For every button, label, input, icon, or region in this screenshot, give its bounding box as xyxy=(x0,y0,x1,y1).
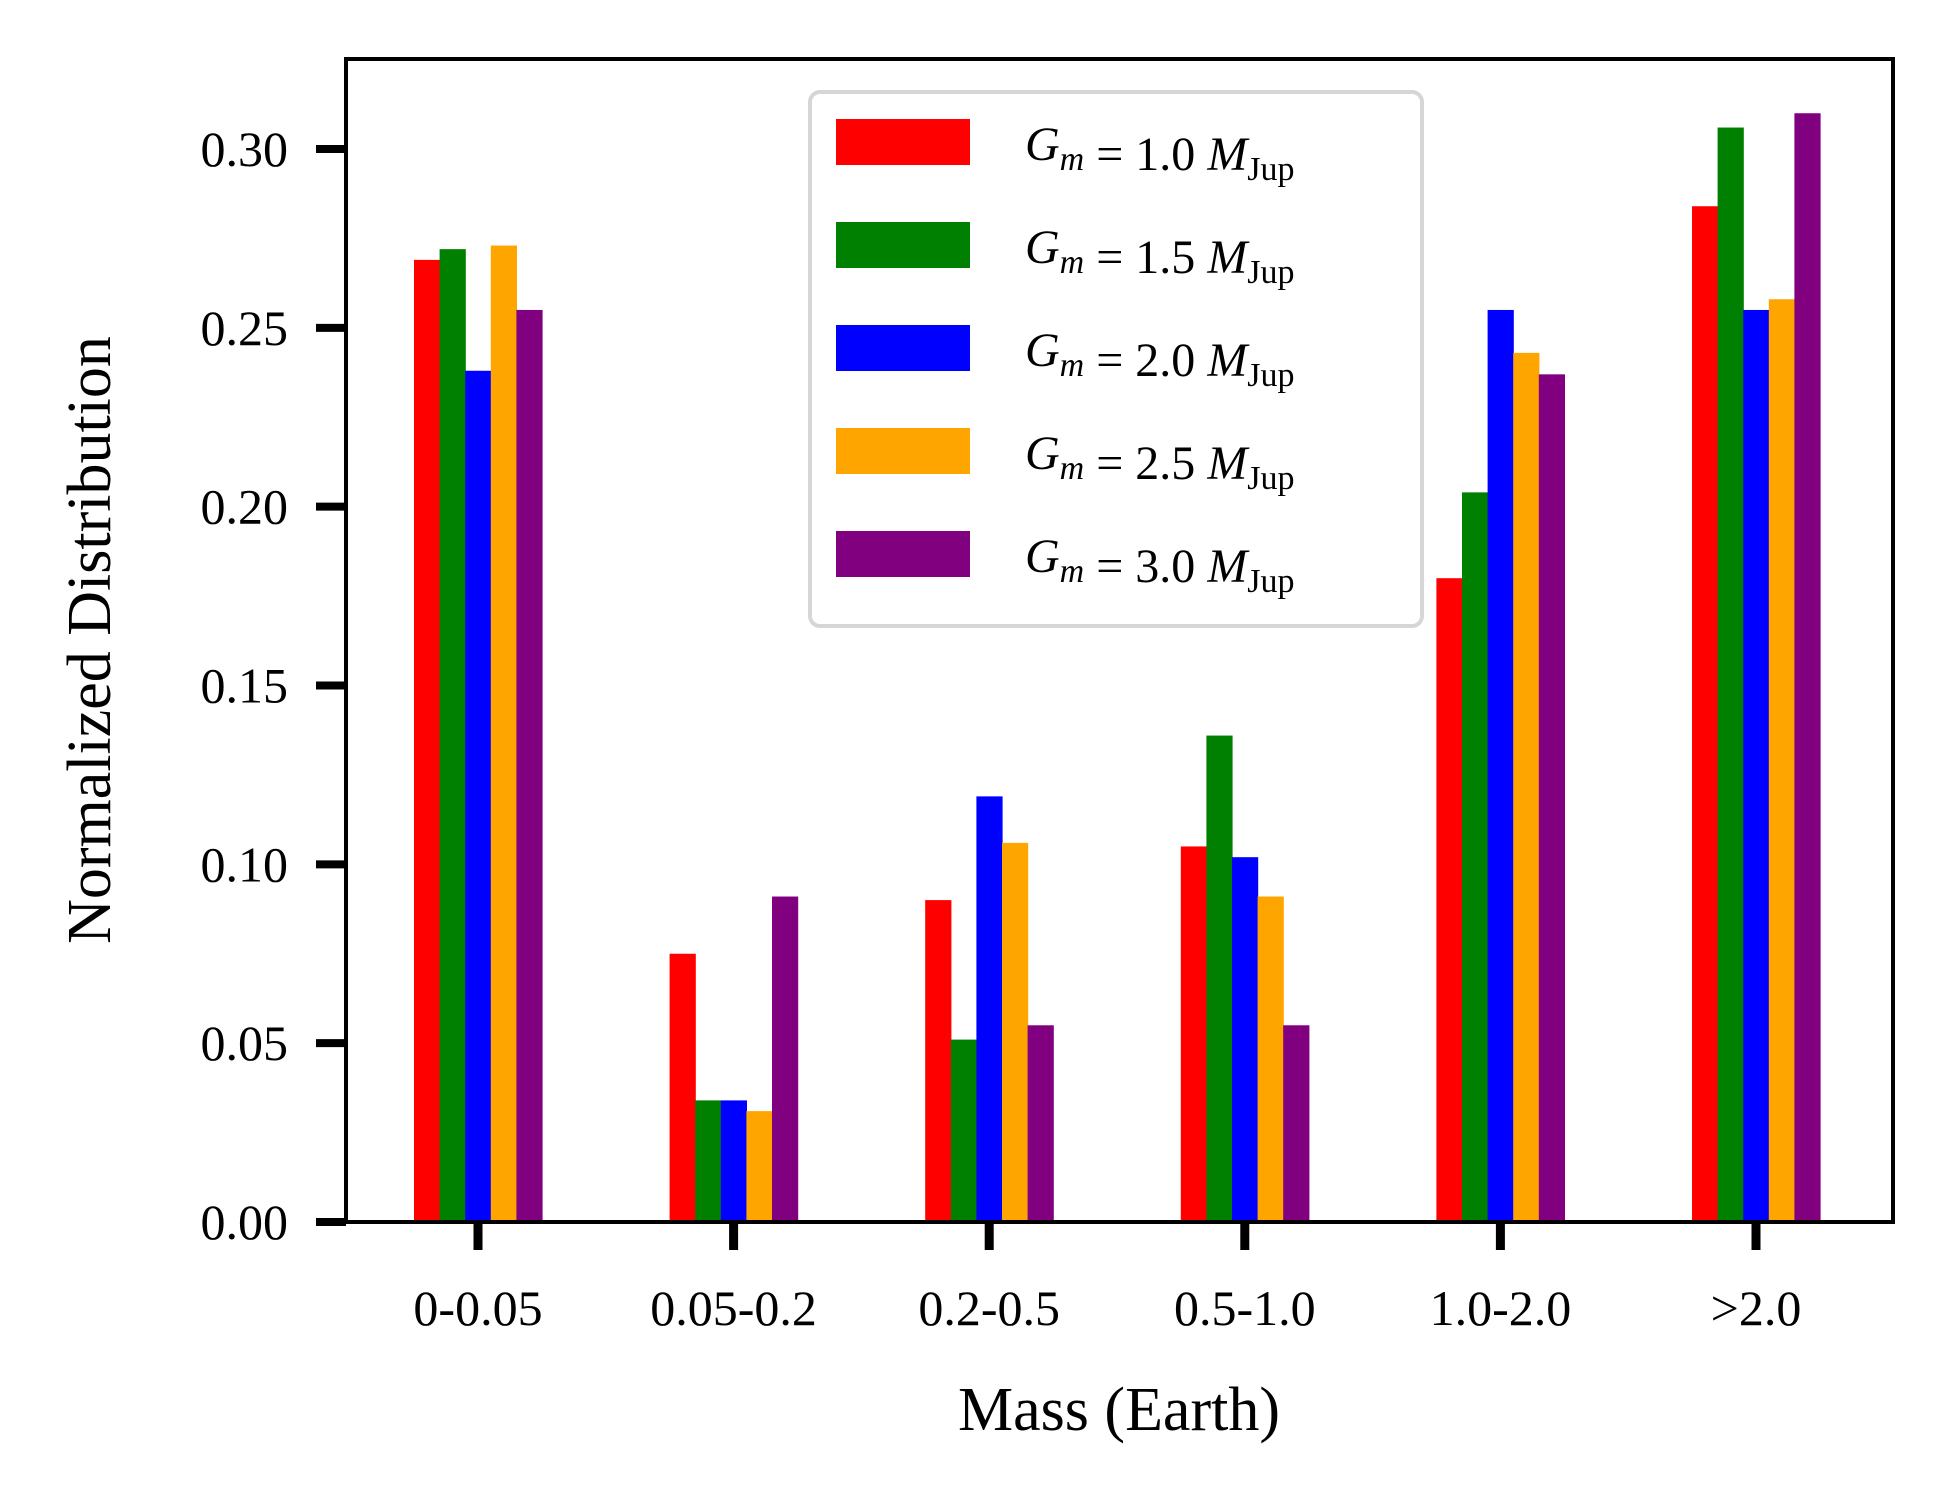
x-tick-label: 0.2-0.5 xyxy=(918,1280,1060,1336)
x-tick-label: >2.0 xyxy=(1711,1280,1802,1336)
y-tick-label: 0.25 xyxy=(201,300,289,356)
x-axis-label: Mass (Earth) xyxy=(958,1376,1280,1444)
x-tick-label: 0.5-1.0 xyxy=(1174,1280,1316,1336)
bar->2.0-series-2 xyxy=(1717,127,1744,1222)
bar-0.05-0.2-series-4 xyxy=(746,1111,773,1222)
y-tick-label: 0.00 xyxy=(201,1194,289,1250)
y-tick-label: 0.10 xyxy=(201,836,289,892)
bar-0.5-1.0-series-5 xyxy=(1283,1025,1310,1222)
y-tick-label: 0.30 xyxy=(201,121,289,177)
bar-0.2-0.5-series-1 xyxy=(925,900,952,1222)
bar-0.05-0.2-series-2 xyxy=(695,1100,722,1222)
bar-0-0.05-series-4 xyxy=(490,245,517,1222)
y-tick-label: 0.15 xyxy=(201,658,289,714)
bar->2.0-series-4 xyxy=(1768,299,1795,1223)
legend-label-2: Gm = 1.5 MJup xyxy=(1025,221,1295,291)
bar->2.0-series-3 xyxy=(1743,309,1770,1222)
bars-group xyxy=(414,113,1821,1223)
y-tick-label: 0.20 xyxy=(201,479,289,535)
x-tick-label: 0-0.05 xyxy=(413,1280,542,1336)
y-axis-label: Normalized Distribution xyxy=(56,336,124,944)
bar-0.5-1.0-series-2 xyxy=(1206,735,1233,1222)
legend-label-5: Gm = 3.0 MJup xyxy=(1025,530,1295,600)
bar-0.5-1.0-series-1 xyxy=(1180,846,1207,1222)
legend-swatch-3 xyxy=(836,325,970,371)
x-axis-ticks: 0-0.05 0.05-0.2 0.2-0.5 0.5-1.0 1.0-2.0 >2.0 xyxy=(413,1222,1801,1336)
bar-0-0.05-series-5 xyxy=(516,309,543,1222)
legend: Gm = 1.0 MJup Gm = 1.5 MJup Gm = 2.0 MJup G… xyxy=(808,90,1424,628)
bar-0.5-1.0-series-3 xyxy=(1232,857,1259,1222)
legend-swatch-5 xyxy=(836,531,970,577)
bar-0-0.05-series-3 xyxy=(465,370,492,1223)
bar-0.2-0.5-series-2 xyxy=(950,1039,977,1222)
bar-0-0.05-series-1 xyxy=(414,259,441,1222)
x-tick-label: 0.05-0.2 xyxy=(650,1280,817,1336)
bar-0.2-0.5-series-4 xyxy=(1002,842,1029,1222)
bar-1.0-2.0-series-1 xyxy=(1436,578,1463,1222)
bar-1.0-2.0-series-4 xyxy=(1513,352,1540,1222)
legend-label-1: Gm = 1.0 MJup xyxy=(1025,118,1295,188)
bar->2.0-series-1 xyxy=(1692,206,1719,1222)
y-tick-label: 0.05 xyxy=(201,1015,289,1071)
bar-0.05-0.2-series-5 xyxy=(772,896,799,1222)
bar-0.5-1.0-series-4 xyxy=(1257,896,1284,1222)
x-tick-label: 1.0-2.0 xyxy=(1430,1280,1572,1336)
bar-1.0-2.0-series-5 xyxy=(1538,374,1565,1223)
legend-swatch-1 xyxy=(836,119,970,165)
bar-1.0-2.0-series-3 xyxy=(1487,309,1514,1222)
bar-0.2-0.5-series-3 xyxy=(976,796,1003,1222)
legend-swatch-4 xyxy=(836,428,970,474)
bar->2.0-series-5 xyxy=(1794,113,1821,1223)
bar-0.2-0.5-series-5 xyxy=(1027,1025,1054,1222)
bar-0.05-0.2-series-3 xyxy=(720,1100,747,1222)
legend-label-4: Gm = 2.5 MJup xyxy=(1025,427,1295,497)
bar-0-0.05-series-2 xyxy=(439,249,466,1222)
legend-swatch-2 xyxy=(836,222,970,268)
y-axis-ticks: 0.00 0.05 0.10 0.15 0.20 0.25 0.30 xyxy=(201,121,346,1250)
bar-0.05-0.2-series-1 xyxy=(669,953,696,1222)
bar-1.0-2.0-series-2 xyxy=(1462,492,1489,1222)
legend-label-3: Gm = 2.0 MJup xyxy=(1025,324,1295,394)
plot-frame xyxy=(344,57,1895,1224)
